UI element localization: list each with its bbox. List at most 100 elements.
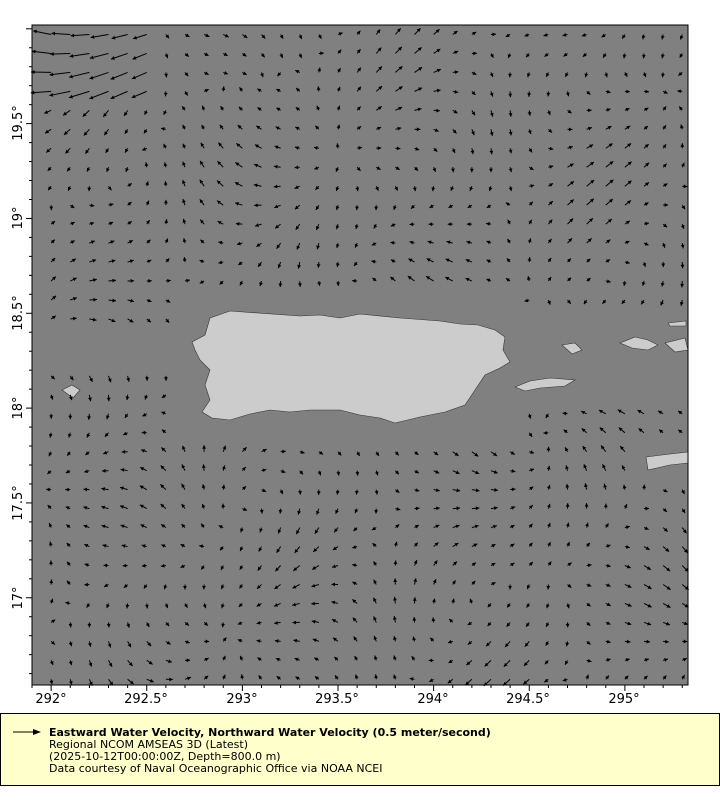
vector-head <box>335 206 340 210</box>
velocity-vector <box>528 561 534 566</box>
velocity-vector <box>448 204 454 209</box>
vector-head <box>143 584 148 589</box>
velocity-vector <box>548 128 553 134</box>
vector-head <box>181 464 186 469</box>
velocity-vector <box>50 640 56 645</box>
vector-head <box>473 51 477 56</box>
reference-arrow-icon <box>13 729 41 735</box>
vector-head <box>433 560 438 565</box>
velocity-vector <box>624 220 631 225</box>
velocity-vector <box>237 621 243 625</box>
velocity-vector <box>619 445 626 453</box>
vector-head <box>90 35 95 39</box>
vector-head <box>563 52 568 57</box>
velocity-vector <box>373 223 378 229</box>
velocity-vector <box>603 483 607 490</box>
vector-head <box>584 73 589 78</box>
vector-head <box>281 469 286 474</box>
vector-head <box>627 584 632 588</box>
velocity-vector <box>107 641 112 648</box>
velocity-vector <box>50 375 56 380</box>
vector-head <box>435 29 440 33</box>
vector-head <box>583 300 588 305</box>
vector-head <box>200 142 205 147</box>
velocity-vector <box>490 582 496 586</box>
vector-head <box>92 278 97 282</box>
velocity-vector <box>199 280 205 284</box>
vector-head <box>448 659 453 664</box>
vector-head <box>565 72 569 77</box>
velocity-vector <box>50 315 57 320</box>
velocity-vector <box>86 166 91 172</box>
velocity-vector <box>299 470 304 475</box>
velocity-vector <box>567 562 572 567</box>
vector-head <box>84 469 89 474</box>
vector-head <box>661 263 666 268</box>
velocity-vector <box>101 487 109 491</box>
vector-head <box>279 54 283 58</box>
vector-head <box>320 51 324 56</box>
velocity-vector <box>414 146 420 151</box>
velocity-vector <box>375 47 382 54</box>
vector-head <box>295 107 300 111</box>
vector-head <box>528 148 533 153</box>
vector-head <box>47 505 52 509</box>
vector-head <box>311 619 316 624</box>
vector-head <box>625 220 630 225</box>
vector-head <box>218 260 223 265</box>
velocity-vector <box>431 617 436 623</box>
velocity-vector <box>63 128 71 136</box>
vector-head <box>661 243 666 248</box>
legend-time-depth: (2025-10-12T00:00:00Z, Depth=800.0 m) <box>49 750 281 763</box>
velocity-vector <box>127 641 132 648</box>
vector-head <box>601 33 606 38</box>
velocity-vector <box>312 638 320 643</box>
velocity-vector <box>146 239 151 244</box>
velocity-vector <box>452 506 461 511</box>
velocity-vector <box>452 128 457 134</box>
vector-head <box>494 488 498 492</box>
vector-head <box>510 451 515 455</box>
velocity-vector <box>584 72 589 78</box>
velocity-vector <box>260 53 266 58</box>
velocity-vector <box>69 52 90 58</box>
velocity-vector <box>643 546 650 551</box>
velocity-vector <box>88 375 93 383</box>
velocity-vector <box>258 674 263 680</box>
vector-head <box>587 658 592 663</box>
vector-head <box>375 186 379 191</box>
vector-head <box>314 529 319 534</box>
vector-head <box>353 636 358 641</box>
vector-head <box>586 278 591 282</box>
map-plot: 292° 292.5° 293° 293.5° 294° 294.5° 295°… <box>11 24 690 707</box>
velocity-vector <box>108 298 117 303</box>
vector-head <box>44 110 49 114</box>
vector-head <box>589 144 594 148</box>
vector-head <box>164 73 168 78</box>
velocity-vector <box>412 636 416 642</box>
velocity-vector <box>145 181 149 187</box>
vector-head <box>50 375 55 380</box>
vector-head <box>52 276 56 281</box>
velocity-vector <box>203 52 209 57</box>
vector-head <box>526 603 531 608</box>
velocity-vector <box>506 603 511 608</box>
velocity-vector <box>525 53 530 58</box>
vector-head <box>586 542 590 547</box>
velocity-vector <box>543 430 549 435</box>
velocity-vector <box>356 67 362 73</box>
vector-head <box>486 204 491 208</box>
vector-head <box>356 49 361 54</box>
vector-head <box>527 414 532 419</box>
vector-head <box>274 145 279 150</box>
vector-head <box>146 239 151 244</box>
velocity-vector <box>295 69 300 74</box>
velocity-vector <box>467 204 473 209</box>
velocity-vector <box>181 503 186 509</box>
x-tick-label: 295° <box>608 692 639 707</box>
velocity-vector <box>182 238 187 244</box>
vector-head <box>125 167 129 172</box>
vector-head <box>69 54 74 58</box>
velocity-vector <box>544 660 549 665</box>
velocity-vector <box>395 524 400 529</box>
